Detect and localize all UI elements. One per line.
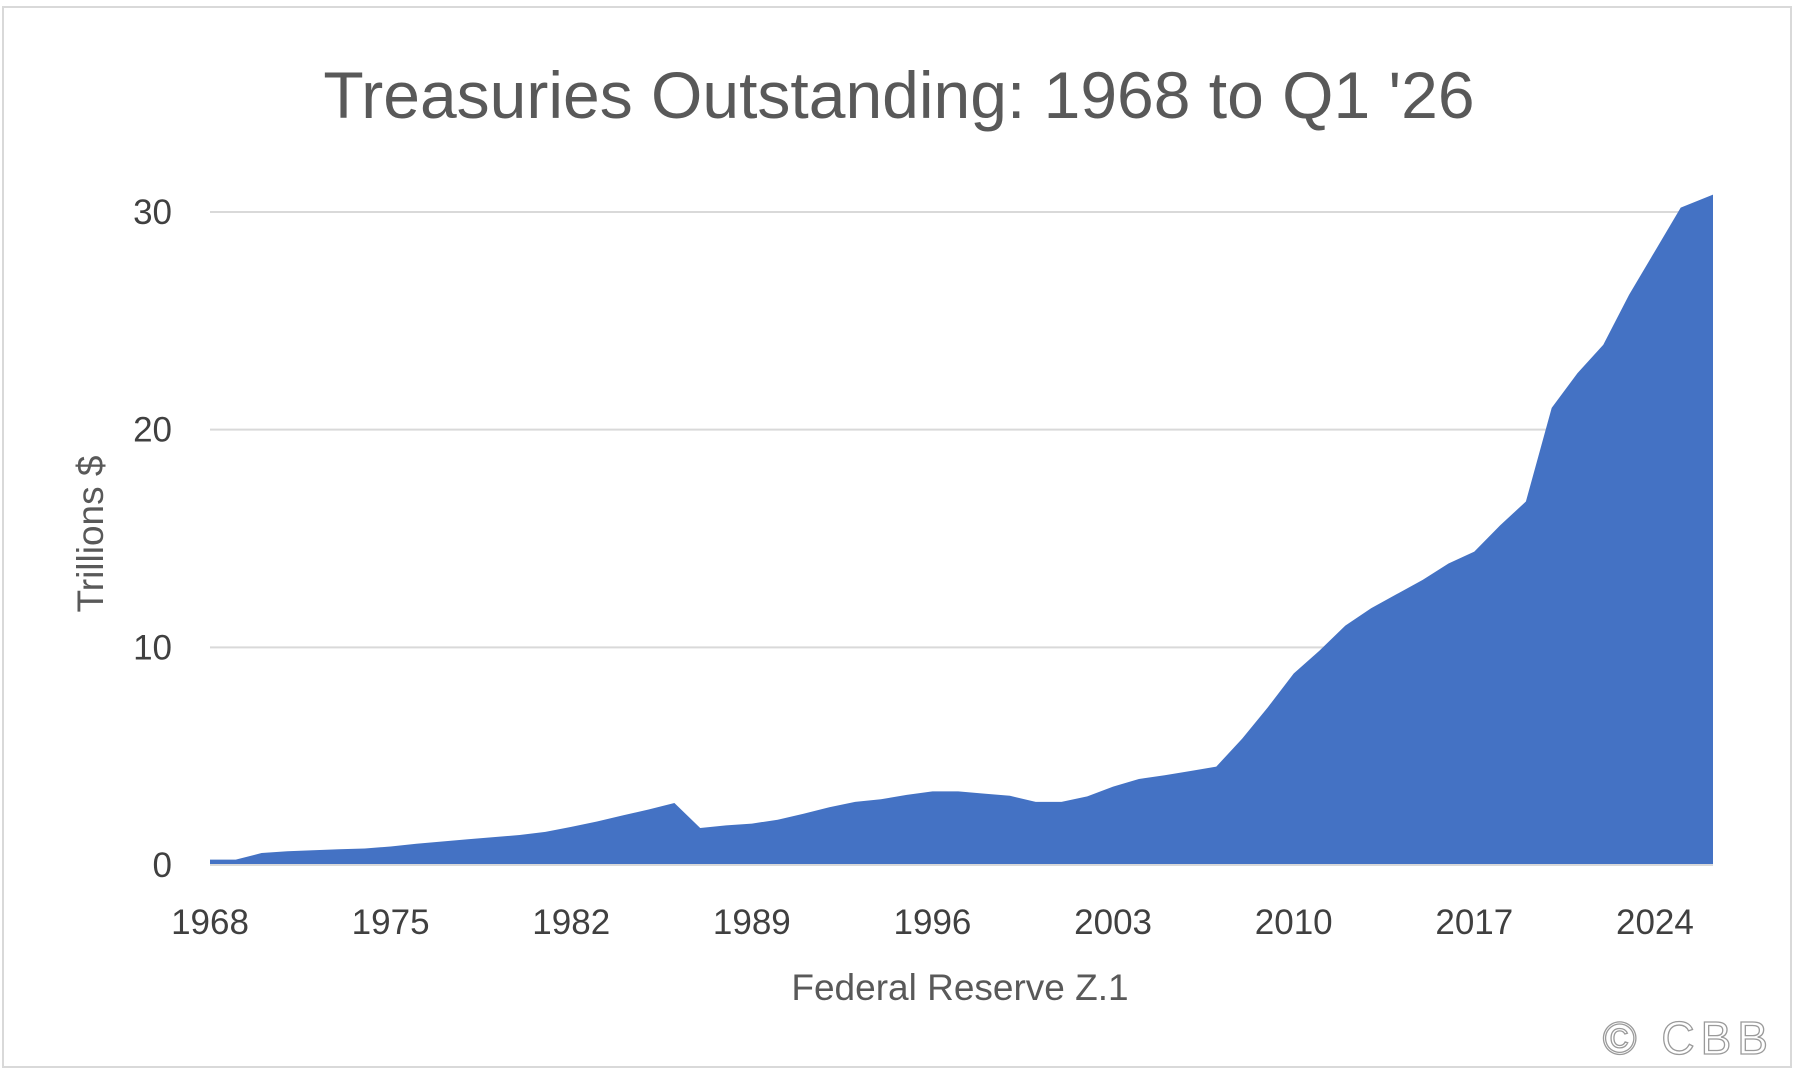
x-tick-label: 2017 <box>1435 903 1513 942</box>
x-axis-ticks: 1968 1975 1982 1989 1996 2003 2010 2017 2024 <box>171 903 1694 942</box>
series-area <box>210 194 1713 866</box>
y-tick-label: 30 <box>133 193 172 232</box>
x-tick-label: 1989 <box>713 903 791 942</box>
chart-title: Treasuries Outstanding: 1968 to Q1 '26 <box>323 58 1474 132</box>
x-tick-label: 2010 <box>1255 903 1333 942</box>
y-tick-label: 0 <box>153 846 172 885</box>
y-tick-label: 10 <box>133 628 172 667</box>
y-axis-label: Trillions $ <box>70 456 111 613</box>
x-tick-label: 1982 <box>532 903 610 942</box>
y-tick-label: 20 <box>133 411 172 450</box>
y-axis-ticks: 0 10 20 30 <box>133 193 172 885</box>
chart-frame: Treasuries Outstanding: 1968 to Q1 '26 0… <box>2 6 1792 1068</box>
watermark: © CBB <box>1603 1012 1774 1064</box>
x-tick-label: 2024 <box>1616 903 1694 942</box>
x-tick-label: 1975 <box>352 903 430 942</box>
x-axis-label: Federal Reserve Z.1 <box>791 967 1128 1008</box>
area-chart: Treasuries Outstanding: 1968 to Q1 '26 0… <box>70 58 1774 1065</box>
x-tick-label: 1968 <box>171 903 249 942</box>
x-tick-label: 1996 <box>894 903 972 942</box>
x-tick-label: 2003 <box>1074 903 1152 942</box>
plot-area <box>210 194 1713 866</box>
